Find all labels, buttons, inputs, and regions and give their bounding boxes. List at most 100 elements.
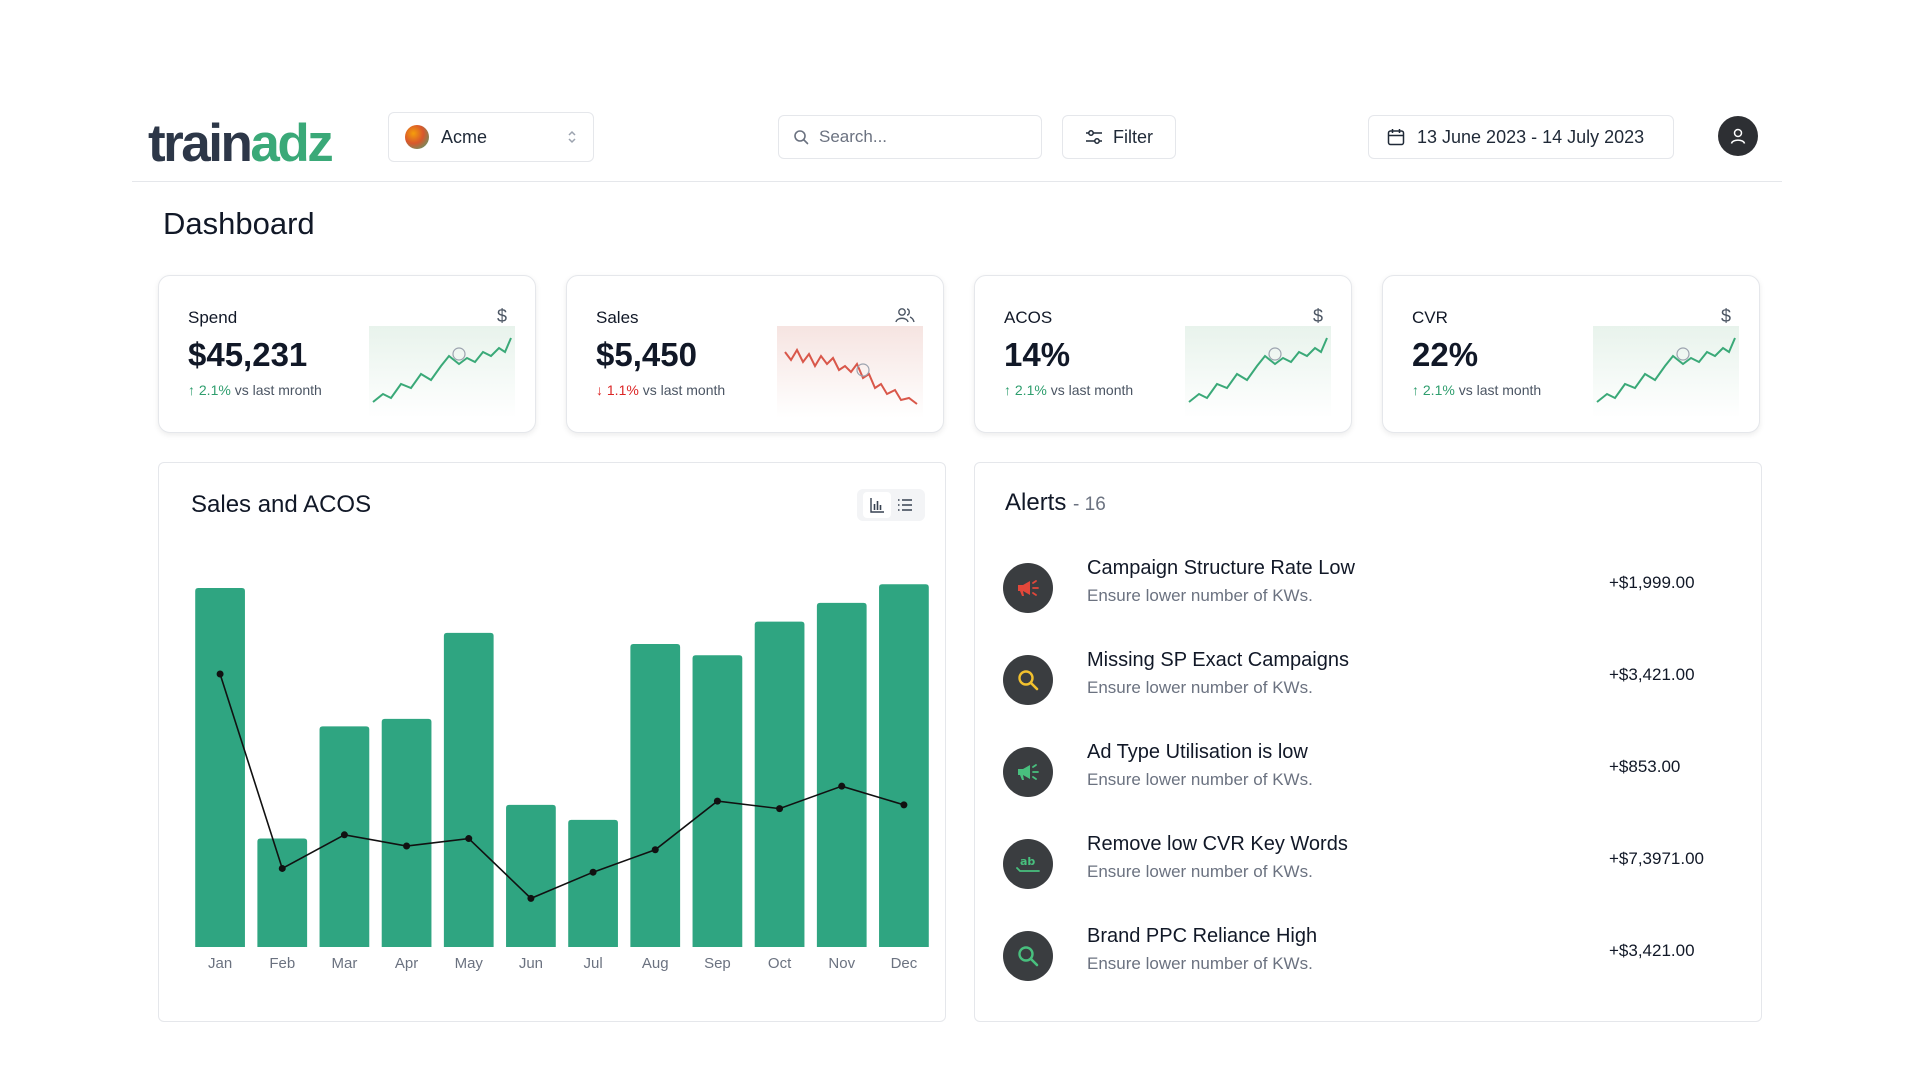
acos-point[interactable] xyxy=(527,894,535,902)
chart-bar[interactable] xyxy=(568,819,618,947)
kpi-change-value: 2.1% xyxy=(198,382,231,398)
x-tick-label: Sep xyxy=(704,955,731,972)
logo-text-train: train xyxy=(148,114,253,173)
megaphone-icon xyxy=(1003,747,1053,797)
acos-point[interactable] xyxy=(651,846,659,854)
kpi-change-value: 2.1% xyxy=(1422,382,1455,398)
alerts-count: - 16 xyxy=(1073,494,1106,515)
date-range-picker[interactable]: 13 June 2023 - 14 July 2023 xyxy=(1368,115,1674,159)
alert-title: Remove low CVR Key Words xyxy=(1087,833,1348,855)
chevron-up-down-icon xyxy=(567,129,577,145)
bar-chart-view-button[interactable] xyxy=(863,492,891,518)
chart-bar[interactable] xyxy=(443,632,494,947)
sales-acos-card: Jan Feb Mar Apr May Jun Jul Aug Sep Oct Nov Dec Sal… xyxy=(158,462,946,1022)
x-tick-label: May xyxy=(455,955,484,972)
page-title: Dashboard xyxy=(163,206,315,241)
chart-bar[interactable] xyxy=(879,584,929,947)
arrow-up-icon: ↑ xyxy=(1004,382,1011,398)
acos-point[interactable] xyxy=(216,670,224,678)
list-view-button[interactable] xyxy=(891,492,919,518)
user-avatar[interactable] xyxy=(1718,116,1758,156)
kpi-card-spend[interactable]: Spend $ $45,231 ↑ 2.1% vs last mronth xyxy=(158,275,536,433)
kpi-change-value: 1.1% xyxy=(606,382,639,398)
sparkline xyxy=(1185,326,1331,418)
acos-point[interactable] xyxy=(465,835,473,843)
alerts-title-text: Alerts xyxy=(1005,489,1067,516)
kpi-change: ↑ 2.1% vs last mronth xyxy=(188,382,322,398)
kpi-label: Sales xyxy=(596,308,639,327)
alert-amount: +$853.00 xyxy=(1609,757,1681,776)
kpi-label: ACOS xyxy=(1004,308,1053,327)
date-range-label: 13 June 2023 - 14 July 2023 xyxy=(1417,126,1645,147)
acos-line xyxy=(219,673,905,900)
kpi-card-acos[interactable]: ACOS $ 14% ↑ 2.1% vs last month xyxy=(974,275,1352,433)
x-tick-label: Oct xyxy=(768,955,792,972)
list-icon xyxy=(898,499,912,511)
chart-view-toggle xyxy=(857,489,925,521)
x-tick-label: Jul xyxy=(583,955,602,972)
kpi-value: 22% xyxy=(1412,336,1479,373)
chart-bar[interactable] xyxy=(257,838,308,947)
acos-point[interactable] xyxy=(713,797,721,805)
acos-point[interactable] xyxy=(278,864,286,872)
alerts-title: Alerts - 16 xyxy=(1005,489,1106,517)
sales-acos-chart: Jan Feb Mar Apr May Jun Jul Aug Sep Oct Nov Dec xyxy=(195,584,929,972)
kpi-value: 14% xyxy=(1004,336,1071,373)
x-tick-label: Jun xyxy=(519,955,543,972)
acos-point[interactable] xyxy=(776,805,784,813)
megaphone-icon xyxy=(1003,563,1053,613)
sparkline xyxy=(1593,326,1739,418)
search-box[interactable]: Search... xyxy=(778,115,1042,159)
chart-bar[interactable] xyxy=(816,602,867,947)
logo[interactable]: trainadz xyxy=(148,114,334,174)
arrow-up-icon: ↑ xyxy=(1412,382,1419,398)
kpi-card-sales[interactable]: Sales $5,450 ↓ 1.1% vs last month xyxy=(566,275,944,433)
chart-bar[interactable] xyxy=(195,587,245,947)
dollar-icon: $ xyxy=(496,306,507,326)
alert-title: Campaign Structure Rate Low xyxy=(1087,557,1355,579)
organization-select[interactable]: Acme xyxy=(388,112,594,162)
kpi-change-suffix: vs last month xyxy=(642,382,726,398)
chart-bar[interactable] xyxy=(506,804,556,947)
x-tick-label: Jan xyxy=(208,955,232,972)
kpi-change-suffix: vs last mronth xyxy=(234,382,322,398)
alert-item[interactable]: Ad Type Utilisation is low Ensure lower … xyxy=(1003,739,1743,809)
bar-chart-icon xyxy=(870,498,884,513)
alert-item[interactable]: Missing SP Exact Campaigns Ensure lower … xyxy=(1003,647,1743,717)
search-input[interactable]: Search... xyxy=(819,127,888,146)
acos-point[interactable] xyxy=(838,782,846,790)
acos-point[interactable] xyxy=(589,868,597,876)
alert-title: Missing SP Exact Campaigns xyxy=(1087,649,1349,671)
alert-description: Ensure lower number of KWs. xyxy=(1087,678,1313,697)
chart-bar[interactable] xyxy=(630,644,681,947)
alert-amount: +$7,3971.00 xyxy=(1609,849,1705,868)
kpi-card-cvr[interactable]: CVR $ 22% ↑ 2.1% vs last month xyxy=(1382,275,1760,433)
alert-item[interactable]: ab Remove low CVR Key Words Ensure lower… xyxy=(1003,831,1743,901)
filter-button[interactable]: Filter xyxy=(1062,115,1176,159)
user-icon xyxy=(1730,128,1746,144)
x-tick-label: Mar xyxy=(331,955,357,972)
chart-bar[interactable] xyxy=(381,718,432,947)
acos-point[interactable] xyxy=(340,831,348,839)
alert-description: Ensure lower number of KWs. xyxy=(1087,586,1313,605)
users-icon xyxy=(895,306,915,329)
arrow-up-icon: ↑ xyxy=(188,382,195,398)
x-tick-label: Feb xyxy=(269,955,295,972)
filter-label: Filter xyxy=(1113,126,1153,147)
arrow-down-icon: ↓ xyxy=(596,382,603,398)
alert-item[interactable]: Campaign Structure Rate Low Ensure lower… xyxy=(1003,555,1743,625)
spellcheck-icon: ab xyxy=(1003,839,1053,889)
sparkline xyxy=(369,326,515,418)
search-icon xyxy=(1003,931,1053,981)
kpi-change-value: 2.1% xyxy=(1014,382,1047,398)
sparkline xyxy=(777,326,923,418)
kpi-label: Spend xyxy=(188,308,238,327)
alert-amount: +$3,421.00 xyxy=(1609,941,1695,960)
acos-point[interactable] xyxy=(403,842,411,850)
acos-point[interactable] xyxy=(900,801,908,809)
kpi-label: CVR xyxy=(1412,308,1448,327)
alert-item[interactable]: Brand PPC Reliance High Ensure lower num… xyxy=(1003,923,1743,993)
alert-description: Ensure lower number of KWs. xyxy=(1087,954,1313,973)
alert-description: Ensure lower number of KWs. xyxy=(1087,862,1313,881)
chart-bar[interactable] xyxy=(754,621,805,947)
